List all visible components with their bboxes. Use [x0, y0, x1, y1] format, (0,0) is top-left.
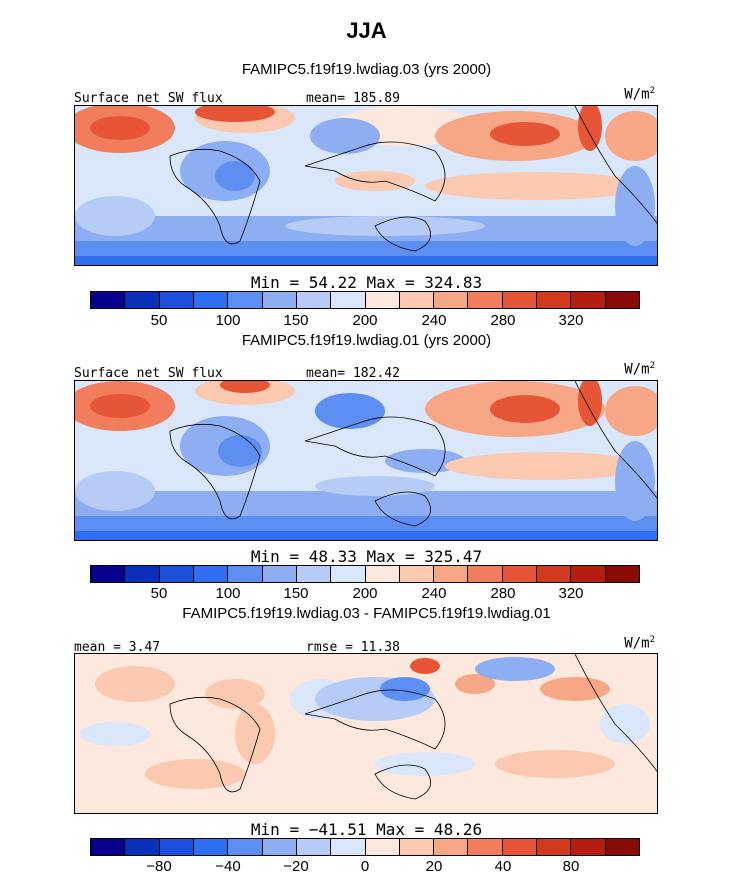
panel3-tick: 0	[360, 858, 370, 875]
colorbar-swatch	[537, 566, 572, 582]
colorbar-swatch	[468, 292, 503, 308]
panel2-map	[74, 380, 658, 541]
colorbar-swatch	[399, 839, 435, 855]
colorbar-swatch	[296, 839, 332, 855]
colorbar-swatch	[502, 839, 538, 855]
panel2-tick: 280	[490, 585, 516, 602]
panel1-tick: 320	[558, 312, 584, 329]
panel3-colorbar	[90, 838, 640, 856]
colorbar-swatch	[262, 839, 297, 855]
panel2-tick: 100	[215, 585, 241, 602]
panel1-title: FAMIPC5.f19f19.lwdiag.03 (yrs 2000)	[241, 61, 492, 78]
panel3-tick: 20	[425, 858, 443, 875]
panel1-map	[74, 105, 658, 266]
panel1-field-label: Surface net SW flux	[74, 91, 223, 106]
colorbar-swatch	[399, 292, 435, 308]
colorbar-swatch	[537, 839, 572, 855]
panel3-tick: −20	[283, 858, 309, 875]
panel1-units: W/m2	[624, 86, 655, 103]
colorbar-swatch	[537, 292, 572, 308]
colorbar-swatch	[159, 566, 194, 582]
panel3-tick: −40	[215, 858, 241, 875]
panel3-rmse: rmse = 11.38	[306, 640, 400, 655]
panel3-minmax: Min = −41.51 Max = 48.26	[250, 820, 483, 839]
panel3-units: W/m2	[624, 635, 655, 652]
colorbar-swatch	[331, 839, 366, 855]
panel2-field-label: Surface net SW flux	[74, 366, 223, 381]
colorbar-swatch	[262, 566, 297, 582]
colorbar-swatch	[331, 566, 366, 582]
colorbar-swatch	[296, 292, 332, 308]
colorbar-swatch	[571, 839, 606, 855]
panel2-mean: mean= 182.42	[306, 366, 400, 381]
panel2-tick: 50	[150, 585, 168, 602]
colorbar-swatch	[228, 839, 263, 855]
colorbar-swatch	[159, 292, 194, 308]
colorbar-swatch	[502, 566, 538, 582]
panel2-tick: 320	[558, 585, 584, 602]
panel1-mean: mean= 185.89	[306, 91, 400, 106]
colorbar-swatch	[434, 292, 469, 308]
colorbar-swatch	[193, 566, 229, 582]
colorbar-swatch	[605, 839, 639, 855]
colorbar-swatch	[571, 292, 606, 308]
colorbar-swatch	[365, 839, 400, 855]
panel3-tick: 80	[562, 858, 580, 875]
panel2-colorbar	[90, 565, 640, 583]
colorbar-swatch	[228, 566, 263, 582]
colorbar-swatch	[125, 292, 160, 308]
colorbar-swatch	[193, 292, 229, 308]
panel2-tick: 150	[283, 585, 309, 602]
panel3-mean: mean = 3.47	[74, 640, 161, 655]
season-title: JJA	[346, 18, 387, 43]
colorbar-swatch	[159, 839, 194, 855]
panel1-tick: 240	[421, 312, 447, 329]
colorbar-swatch	[91, 839, 126, 855]
colorbar-swatch	[399, 566, 435, 582]
panel3-field-svg	[75, 654, 657, 813]
colorbar-swatch	[193, 839, 229, 855]
colorbar-swatch	[125, 839, 160, 855]
colorbar-swatch	[296, 566, 332, 582]
colorbar-swatch	[502, 292, 538, 308]
colorbar-swatch	[468, 839, 503, 855]
colorbar-swatch	[571, 566, 606, 582]
panel2-field-svg	[75, 381, 657, 540]
panel2-title: FAMIPC5.f19f19.lwdiag.01 (yrs 2000)	[241, 332, 492, 349]
colorbar-swatch	[125, 566, 160, 582]
panel3-tick: 40	[494, 858, 512, 875]
panel1-tick: 100	[215, 312, 241, 329]
colorbar-swatch	[228, 292, 263, 308]
panel1-colorbar	[90, 291, 640, 309]
panel3-title: FAMIPC5.f19f19.lwdiag.03 - FAMIPC5.f19f1…	[182, 605, 551, 622]
colorbar-swatch	[365, 292, 400, 308]
colorbar-swatch	[605, 566, 639, 582]
colorbar-swatch	[262, 292, 297, 308]
panel1-field-svg	[75, 106, 657, 265]
colorbar-swatch	[468, 566, 503, 582]
panel2-tick: 200	[352, 585, 378, 602]
panel2-tick: 240	[421, 585, 447, 602]
colorbar-swatch	[91, 566, 126, 582]
colorbar-swatch	[365, 566, 400, 582]
colorbar-swatch	[91, 292, 126, 308]
panel1-tick: 280	[490, 312, 516, 329]
colorbar-swatch	[331, 292, 366, 308]
panel1-tick: 200	[352, 312, 378, 329]
panel3-tick: −80	[146, 858, 172, 875]
panel2-units: W/m2	[624, 361, 655, 378]
panel3-map	[74, 653, 658, 814]
colorbar-swatch	[434, 566, 469, 582]
panel1-tick: 50	[150, 312, 168, 329]
panel1-tick: 150	[283, 312, 309, 329]
panel1-minmax: Min = 54.22 Max = 324.83	[250, 273, 483, 292]
colorbar-swatch	[605, 292, 639, 308]
panel2-minmax: Min = 48.33 Max = 325.47	[250, 547, 483, 566]
colorbar-swatch	[434, 839, 469, 855]
